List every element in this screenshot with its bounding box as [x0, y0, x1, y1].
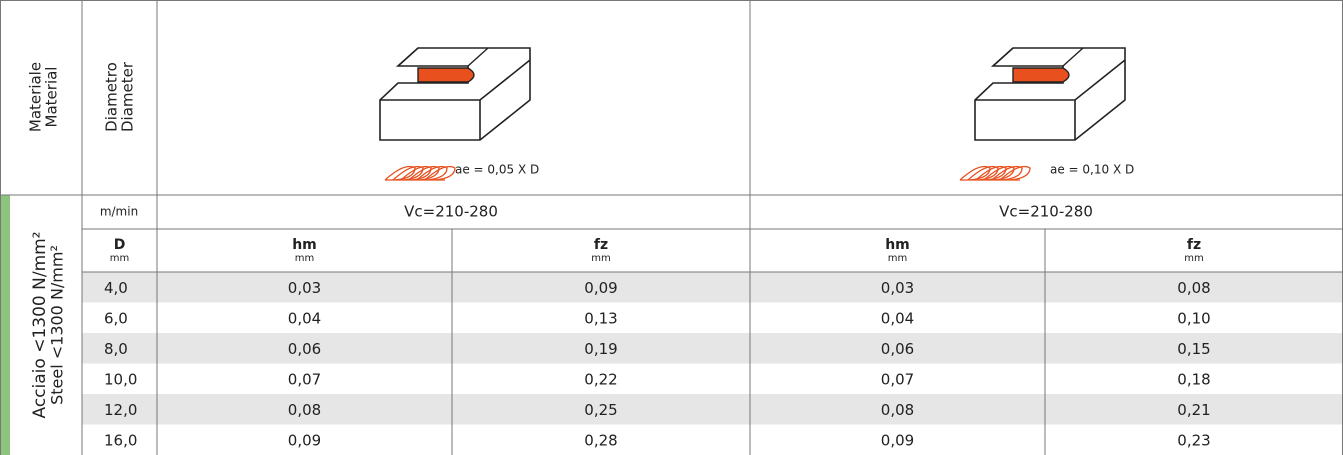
column-header: hm: [885, 237, 910, 253]
header-label: Diameter: [119, 61, 137, 132]
column-unit: mm: [591, 253, 610, 264]
cell: 0,08: [1177, 279, 1210, 297]
column-header: hm: [292, 237, 317, 253]
cell: 8,0: [104, 340, 128, 358]
header-label: Diametro: [103, 62, 121, 132]
icon: [974, 47, 1126, 141]
cell: 0,09: [288, 431, 321, 449]
cell: 16,0: [104, 431, 137, 449]
cell: 12,0: [104, 401, 137, 419]
cell: 0,13: [584, 309, 617, 327]
cell: 0,18: [1177, 370, 1210, 388]
icon: [379, 47, 531, 141]
cell: 0,19: [584, 340, 617, 358]
cell: 0,15: [1177, 340, 1210, 358]
vc-label: Vc=210-280: [404, 203, 498, 221]
unit-label: m/min: [100, 205, 138, 219]
ae-label: ae = 0,05 X D: [455, 163, 539, 177]
column-header: fz: [1187, 237, 1201, 253]
cell: 0,03: [288, 279, 321, 297]
cell: 0,06: [881, 340, 914, 358]
cell: 0,03: [881, 279, 914, 297]
material-label: Steel <1300 N/mm²: [48, 245, 67, 405]
cell: 10,0: [104, 370, 137, 388]
cell: 0,10: [1177, 309, 1210, 327]
row-stripe: [82, 333, 1343, 364]
row-stripe: [82, 394, 1343, 425]
column-unit: mm: [888, 253, 907, 264]
cell: 0,04: [881, 309, 914, 327]
material-label: Acciaio <1300 N/mm²: [30, 232, 50, 419]
cell: 0,09: [584, 279, 617, 297]
row-stripe: [82, 272, 1343, 303]
column-header: D: [114, 237, 126, 253]
cell: 0,07: [881, 370, 914, 388]
icon: [384, 165, 456, 181]
cell: 0,22: [584, 370, 617, 388]
header-label: Material: [43, 67, 61, 128]
cell: 0,21: [1177, 401, 1210, 419]
cell: 0,28: [584, 431, 617, 449]
column-unit: mm: [295, 253, 314, 264]
cell: 0,06: [288, 340, 321, 358]
cell: 4,0: [104, 279, 128, 297]
column-header: fz: [594, 237, 608, 253]
cell: 0,09: [881, 431, 914, 449]
cell: 6,0: [104, 309, 128, 327]
column-unit: mm: [110, 253, 129, 264]
cell: 0,07: [288, 370, 321, 388]
cell: 0,04: [288, 309, 321, 327]
vc-label: Vc=210-280: [999, 203, 1093, 221]
column-unit: mm: [1184, 253, 1203, 264]
cell: 0,08: [288, 401, 321, 419]
icon: [959, 165, 1031, 181]
material-bar: [0, 195, 10, 455]
header-label: Materiale: [27, 62, 45, 132]
cell: 0,23: [1177, 431, 1210, 449]
ae-label: ae = 0,10 X D: [1050, 163, 1134, 177]
cell: 0,08: [881, 401, 914, 419]
cell: 0,25: [584, 401, 617, 419]
